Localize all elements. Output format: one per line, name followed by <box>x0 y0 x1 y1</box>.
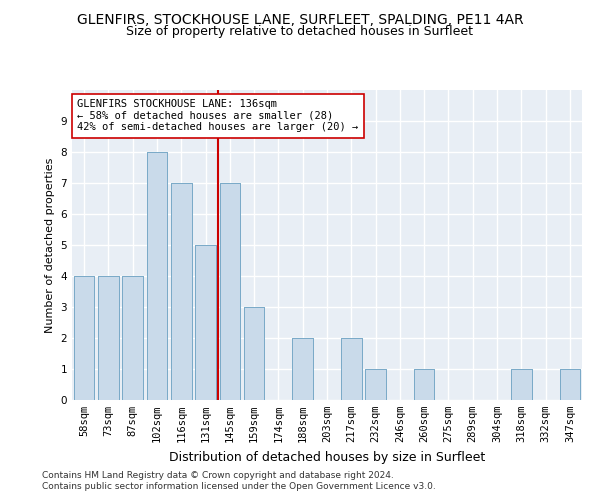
Bar <box>414 369 434 400</box>
Bar <box>560 369 580 400</box>
Bar <box>511 369 532 400</box>
Text: Contains public sector information licensed under the Open Government Licence v3: Contains public sector information licen… <box>42 482 436 491</box>
Bar <box>292 338 313 400</box>
Bar <box>98 276 119 400</box>
Bar <box>220 183 240 400</box>
Bar <box>511 369 532 400</box>
X-axis label: Distribution of detached houses by size in Surfleet: Distribution of detached houses by size … <box>169 450 485 464</box>
Bar <box>341 338 362 400</box>
Bar <box>244 307 265 400</box>
Bar <box>220 183 240 400</box>
Bar <box>171 183 191 400</box>
Bar <box>195 245 216 400</box>
Bar <box>122 276 143 400</box>
Bar <box>292 338 313 400</box>
Bar <box>560 369 580 400</box>
Bar <box>365 369 386 400</box>
Bar <box>195 245 216 400</box>
Text: GLENFIRS STOCKHOUSE LANE: 136sqm
← 58% of detached houses are smaller (28)
42% o: GLENFIRS STOCKHOUSE LANE: 136sqm ← 58% o… <box>77 100 358 132</box>
Bar <box>98 276 119 400</box>
Text: GLENFIRS, STOCKHOUSE LANE, SURFLEET, SPALDING, PE11 4AR: GLENFIRS, STOCKHOUSE LANE, SURFLEET, SPA… <box>77 12 523 26</box>
Bar <box>365 369 386 400</box>
Bar <box>146 152 167 400</box>
Bar <box>74 276 94 400</box>
Text: Contains HM Land Registry data © Crown copyright and database right 2024.: Contains HM Land Registry data © Crown c… <box>42 471 394 480</box>
Text: Size of property relative to detached houses in Surfleet: Size of property relative to detached ho… <box>127 25 473 38</box>
Bar <box>341 338 362 400</box>
Bar <box>122 276 143 400</box>
Bar <box>74 276 94 400</box>
Y-axis label: Number of detached properties: Number of detached properties <box>45 158 55 332</box>
Bar <box>171 183 191 400</box>
Bar <box>414 369 434 400</box>
Bar <box>244 307 265 400</box>
Bar <box>146 152 167 400</box>
